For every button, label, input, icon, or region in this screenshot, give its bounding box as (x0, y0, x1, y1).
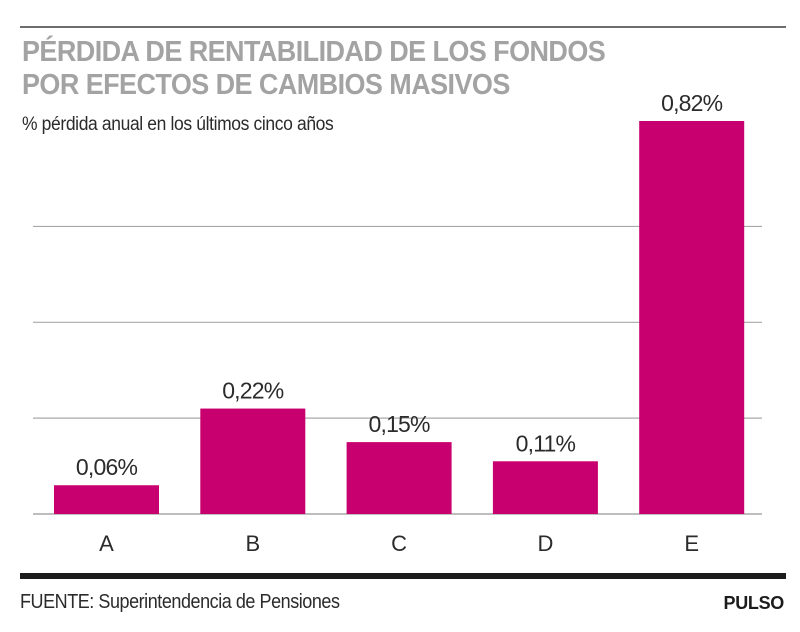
category-label-c: C (391, 531, 407, 556)
bar-e (639, 121, 745, 514)
data-label-c: 0,15% (368, 411, 430, 437)
chart-title-line-2: POR EFECTOS DE CAMBIOS MASIVOS (22, 69, 510, 101)
top-rule (20, 26, 786, 28)
chart-title: PÉRDIDA DE RENTABILIDAD DE LOS FONDOS PO… (22, 36, 606, 102)
data-label-d: 0,11% (516, 430, 576, 456)
category-label-e: E (684, 531, 699, 556)
category-label-b: B (245, 531, 260, 556)
data-label-e: 0,82% (661, 90, 723, 116)
source-note: FUENTE: Superintendencia de Pensiones (20, 591, 340, 613)
bar-d (492, 461, 598, 514)
bottom-rule (20, 573, 786, 579)
chart-subtitle: % pérdida anual en los últimos cinco año… (22, 114, 334, 135)
bar-c (346, 442, 452, 514)
category-label-a: A (99, 531, 114, 556)
chart-title-line-1: PÉRDIDA DE RENTABILIDAD DE LOS FONDOS (22, 36, 606, 68)
bar-b (200, 408, 306, 514)
bar-a (54, 485, 159, 514)
category-label-d: D (537, 531, 553, 556)
brand-logo: PULSO (723, 593, 784, 613)
data-label-b: 0,22% (222, 378, 284, 404)
data-label-a: 0,06% (76, 454, 138, 480)
